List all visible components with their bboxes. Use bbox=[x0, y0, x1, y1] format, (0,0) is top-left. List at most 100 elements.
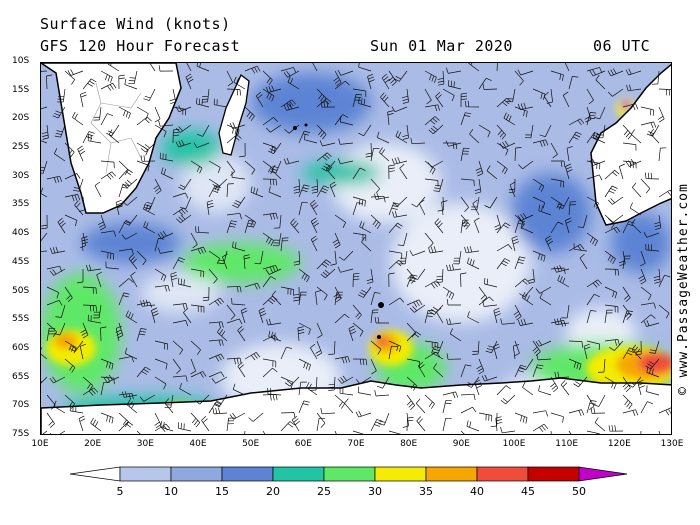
colorbar-segment bbox=[170, 466, 223, 482]
wind-barb bbox=[496, 124, 506, 140]
wind-barb bbox=[402, 412, 409, 428]
antarctica-coastline bbox=[41, 377, 671, 434]
kerguelen-island bbox=[378, 302, 384, 308]
wind-barb bbox=[478, 124, 491, 138]
wind-barb bbox=[517, 102, 534, 111]
wind-barb bbox=[538, 385, 552, 396]
wind-barb bbox=[586, 310, 597, 324]
wind-barb bbox=[639, 250, 646, 267]
wind-barb bbox=[370, 340, 382, 355]
wind-barb bbox=[170, 271, 178, 288]
wind-barb bbox=[649, 340, 660, 354]
wind-barb bbox=[46, 327, 56, 342]
wind-barb bbox=[640, 178, 651, 194]
wind-barb bbox=[237, 361, 246, 378]
wind-barb bbox=[69, 340, 84, 352]
wind-barb bbox=[618, 163, 625, 180]
wind-barb bbox=[554, 371, 570, 379]
wind-barb bbox=[568, 76, 579, 90]
wind-barb bbox=[406, 376, 417, 391]
wind-barb bbox=[522, 381, 534, 396]
wind-barb bbox=[328, 340, 336, 355]
wind-barb bbox=[589, 159, 606, 166]
lat-label: 20S bbox=[12, 113, 30, 124]
wind-barb bbox=[597, 358, 606, 373]
wind-barb bbox=[494, 214, 502, 231]
wind-barb bbox=[41, 70, 48, 72]
wind-barb bbox=[388, 164, 395, 180]
wind-barb bbox=[481, 374, 498, 382]
wind-barb bbox=[100, 250, 115, 260]
wind-barb bbox=[143, 221, 156, 234]
wind-barb bbox=[594, 106, 606, 120]
wind-barb bbox=[460, 406, 477, 414]
wind-barb bbox=[332, 232, 341, 249]
wind-barb bbox=[226, 285, 242, 293]
wind-barb bbox=[370, 292, 381, 306]
valid-time: 06 UTC bbox=[593, 37, 651, 55]
wind-barb bbox=[442, 399, 452, 414]
wind-barb bbox=[53, 400, 66, 414]
wind-barb bbox=[399, 163, 408, 180]
wind-barb bbox=[586, 430, 601, 434]
wind-barb bbox=[445, 67, 462, 74]
wind-barb bbox=[93, 106, 102, 121]
wind-barb bbox=[172, 207, 189, 216]
colorbar-tick-label: 40 bbox=[470, 485, 484, 498]
wind-barb bbox=[397, 232, 408, 246]
wind-barb bbox=[226, 88, 241, 96]
wind-barb bbox=[640, 401, 654, 414]
wind-barb bbox=[190, 246, 207, 255]
wind-barb bbox=[658, 274, 671, 288]
lon-label: 30E bbox=[136, 439, 154, 449]
wind-barb bbox=[399, 250, 408, 265]
wind-barb bbox=[154, 284, 170, 292]
wind-barb bbox=[334, 394, 345, 409]
wind-barb bbox=[46, 175, 63, 184]
madagascar-landmass bbox=[218, 73, 250, 156]
wind-barb bbox=[635, 340, 642, 356]
wind-barb bbox=[496, 142, 509, 156]
wind-barb bbox=[500, 318, 516, 325]
wind-barb bbox=[128, 70, 138, 85]
wind-barb bbox=[239, 142, 246, 158]
wind-barb bbox=[424, 394, 435, 409]
wind-barb bbox=[586, 112, 597, 126]
colorbar-min-arrow bbox=[70, 466, 121, 482]
wind-barb bbox=[100, 326, 107, 342]
wind-barb bbox=[402, 88, 409, 104]
wind-barb bbox=[298, 201, 308, 216]
wind-barb bbox=[262, 430, 266, 434]
wind-barb bbox=[373, 193, 390, 200]
wind-barb bbox=[316, 259, 332, 270]
wind-barb bbox=[514, 256, 526, 270]
wind-barb bbox=[41, 214, 48, 230]
wind-barb bbox=[115, 199, 124, 216]
wind-barb bbox=[532, 423, 549, 433]
wind-barb bbox=[190, 160, 203, 174]
wind-barb bbox=[310, 235, 318, 252]
wind-barb bbox=[100, 113, 114, 126]
wind-barb bbox=[654, 214, 662, 230]
wind-barb bbox=[482, 300, 498, 307]
wind-barb bbox=[532, 410, 549, 417]
wind-barb bbox=[466, 420, 480, 432]
wind-barb bbox=[503, 112, 516, 126]
wind-barb bbox=[446, 264, 462, 272]
wind-barb bbox=[262, 393, 278, 401]
wind-barb bbox=[136, 106, 149, 120]
wind-barb bbox=[557, 274, 570, 288]
wind-barb bbox=[543, 91, 552, 108]
wind-barb bbox=[118, 169, 133, 180]
wind-barb bbox=[568, 340, 583, 348]
wind-barb bbox=[320, 407, 336, 415]
wind-barb bbox=[237, 325, 246, 342]
wind-barb bbox=[190, 412, 201, 428]
wind-barb bbox=[172, 358, 181, 374]
wind-barb bbox=[608, 425, 624, 432]
wind-barb bbox=[424, 88, 432, 105]
wind-barb bbox=[433, 178, 444, 192]
wind-barb bbox=[435, 92, 444, 108]
wind-barb bbox=[186, 63, 192, 72]
wind-barb bbox=[337, 158, 354, 165]
